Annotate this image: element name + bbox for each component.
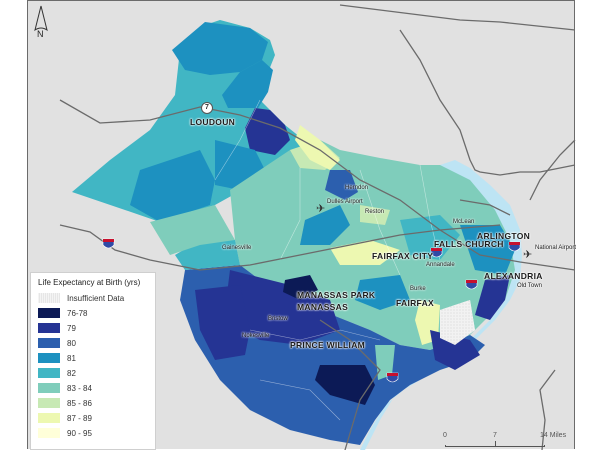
loudoun-south-tract bbox=[130, 150, 215, 222]
legend-item-76-78: 76-78 bbox=[38, 307, 87, 319]
legend-item-81: 81 bbox=[38, 352, 76, 364]
interstate-495-west-shield-icon bbox=[430, 247, 443, 258]
label-alexandria: ALEXANDRIA bbox=[484, 271, 543, 281]
tract-boundaries bbox=[214, 99, 441, 421]
loudoun-north-tract bbox=[172, 22, 268, 75]
legend-swatch-79 bbox=[38, 323, 60, 333]
label-fairfax-city: FAIRFAX CITY bbox=[372, 251, 434, 261]
legend-item-87-89: 87 - 89 bbox=[38, 412, 92, 424]
legend-item-79: 79 bbox=[38, 322, 76, 334]
legend-swatch-87-89 bbox=[38, 413, 60, 423]
arlington-tract bbox=[460, 225, 515, 275]
label-burke: Burke bbox=[410, 286, 426, 292]
national-airport-icon: ✈ bbox=[523, 249, 533, 261]
legend-item-83-84: 83 - 84 bbox=[38, 382, 92, 394]
legend-item-85-86: 85 - 86 bbox=[38, 397, 92, 409]
scale-label-14-miles: 14 Miles bbox=[540, 432, 567, 439]
potomac-shore-tract bbox=[295, 125, 340, 170]
north-arrow-icon bbox=[34, 5, 48, 32]
nokesville-tract bbox=[195, 285, 250, 360]
legend-swatch-82 bbox=[38, 368, 60, 378]
loudoun-ne-tract bbox=[222, 60, 273, 108]
scale-label-0: 0 bbox=[443, 432, 447, 439]
label-annandale: Annandale bbox=[426, 262, 455, 268]
legend-swatch-90-95 bbox=[38, 428, 60, 438]
interstate-395-shield-icon bbox=[508, 241, 521, 252]
quantico-tract bbox=[375, 345, 395, 380]
insufficient-data-area bbox=[440, 300, 475, 345]
legend-swatch-81 bbox=[38, 353, 60, 363]
label-manassas: MANASSAS bbox=[297, 302, 349, 312]
burke-tract bbox=[355, 275, 410, 310]
label-loudoun: LOUDOUN bbox=[190, 117, 236, 127]
label-reston: Reston bbox=[365, 209, 385, 215]
annandale-tract bbox=[400, 215, 460, 260]
route-7-shield-icon: 7 bbox=[201, 102, 213, 114]
label-prince-william: PRINCE WILLIAM bbox=[290, 340, 366, 350]
label-fairfax: FAIRFAX bbox=[396, 298, 434, 308]
dulles-airport-icon: ✈ bbox=[316, 203, 326, 215]
centreville-tract bbox=[300, 205, 350, 245]
manassas-park-tract bbox=[283, 275, 318, 300]
legend-item-insufficient: Insufficient Data bbox=[38, 292, 124, 304]
loudoun-southwest-tract bbox=[150, 205, 235, 255]
alexandria-south-tract bbox=[475, 275, 510, 320]
interstate-95-shield-icon bbox=[386, 372, 399, 383]
label-falls-church: FALLS CHURCH bbox=[434, 239, 504, 249]
north-label: N bbox=[37, 29, 44, 39]
woodbridge-tract bbox=[430, 330, 480, 370]
interstate-495-south-shield-icon bbox=[465, 279, 478, 290]
legend-item-82: 82 bbox=[38, 367, 76, 379]
label-arlington: ARLINGTON bbox=[477, 231, 531, 241]
label-old-town: Old Town bbox=[517, 283, 542, 289]
manassas-area-tract bbox=[225, 270, 340, 345]
label-dulles-airport: Dulles Airport bbox=[327, 199, 363, 205]
legend-swatch-83-84 bbox=[38, 383, 60, 393]
label-manassas-park: MANASSAS PARK bbox=[297, 290, 376, 300]
label-herndon: Herndon bbox=[345, 185, 369, 191]
legend-swatch-insufficient bbox=[38, 293, 60, 303]
interstate-66-shield-icon bbox=[102, 238, 115, 249]
label-bristow: Bristow bbox=[268, 316, 288, 322]
label-mclean: McLean bbox=[453, 219, 475, 225]
potomac-river bbox=[360, 160, 522, 450]
fairfax-corridor-tract bbox=[330, 240, 400, 265]
herndon-tract bbox=[325, 170, 358, 200]
legend-item-80: 80 bbox=[38, 337, 76, 349]
legend-swatch-76-78 bbox=[38, 308, 60, 318]
legend-swatch-85-86 bbox=[38, 398, 60, 408]
scale-bar-mid-tick bbox=[495, 441, 496, 446]
label-nokesville: Nokesville bbox=[242, 333, 270, 339]
label-gainesville: Gainesville bbox=[222, 245, 252, 251]
legend-title: Life Expectancy at Birth (yrs) bbox=[38, 278, 141, 287]
dumfries-tract bbox=[315, 365, 375, 405]
legend: Life Expectancy at Birth (yrs) Insuffici… bbox=[30, 272, 156, 450]
scale-bar bbox=[445, 445, 545, 447]
legend-item-90-95: 90 - 95 bbox=[38, 427, 92, 439]
label-national-airport: National Airport bbox=[535, 245, 577, 251]
legend-swatch-80 bbox=[38, 338, 60, 348]
roads bbox=[59, 4, 576, 450]
scale-label-7: 7 bbox=[493, 432, 497, 439]
